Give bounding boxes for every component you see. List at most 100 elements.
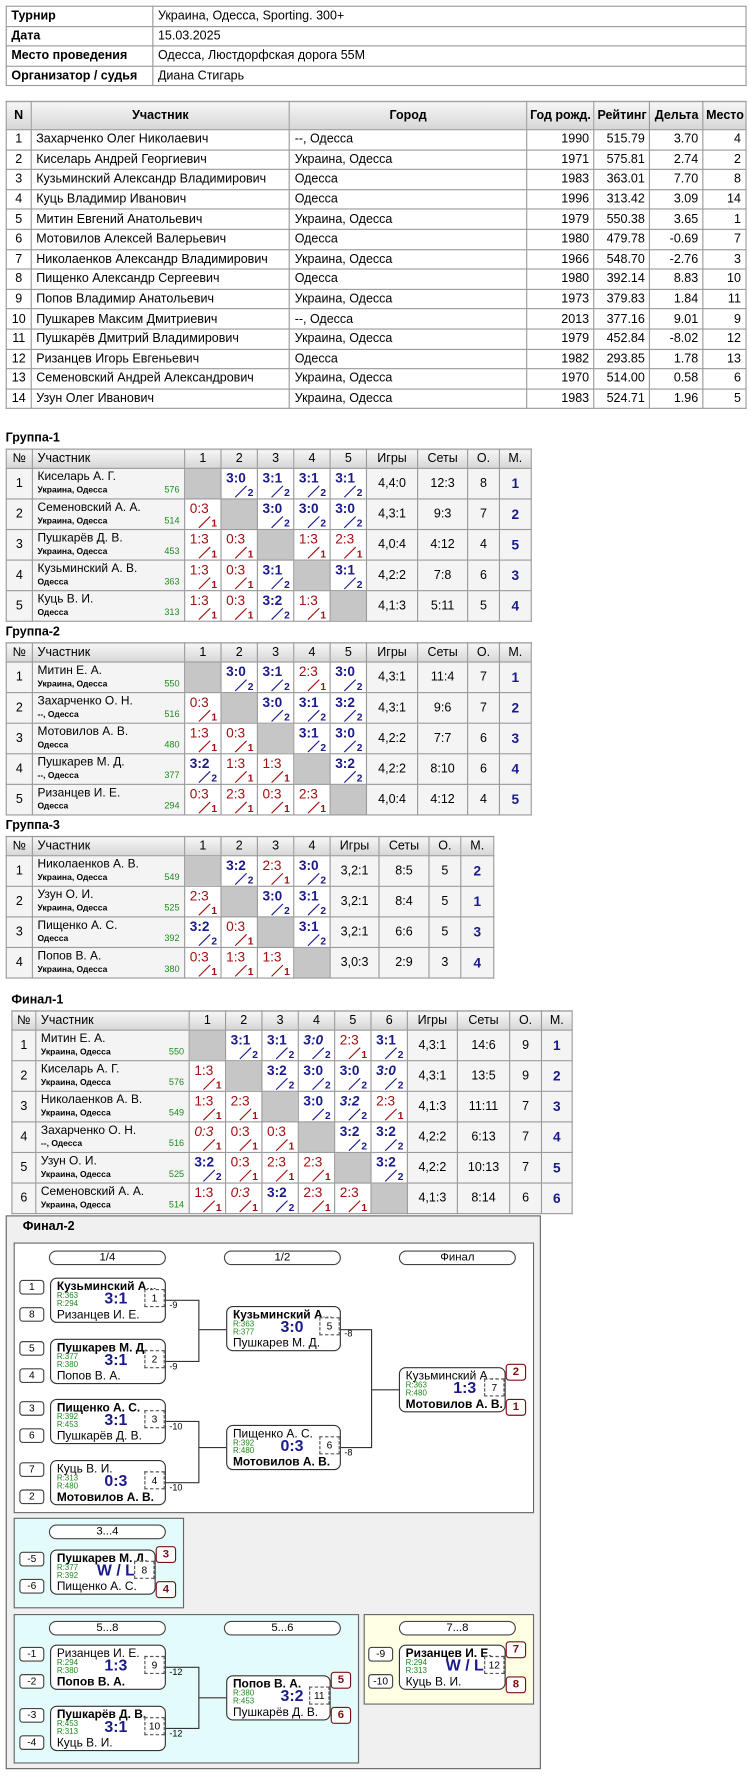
column-header: № bbox=[5, 642, 33, 663]
participant-rating: 576 bbox=[168, 1077, 185, 1088]
round-label: 5...8 bbox=[48, 1620, 166, 1636]
player-2: Куць В. И. bbox=[56, 1736, 113, 1750]
result-points: 2 bbox=[397, 1171, 404, 1183]
player-cell: 3 bbox=[702, 248, 747, 270]
column-header: 2 bbox=[220, 835, 258, 857]
result-box: 1:3 1 bbox=[190, 1092, 224, 1121]
result-score: 3:0 bbox=[339, 1062, 360, 1079]
total-cell: 11:4 bbox=[417, 661, 469, 694]
player-1: Куць В. И. bbox=[56, 1462, 113, 1476]
result-box: 3:2 2 bbox=[259, 592, 293, 620]
participant-name: Куць В. И. bbox=[37, 592, 94, 606]
result-points: 1 bbox=[320, 803, 327, 815]
total-cell: 4,2:2 bbox=[406, 1121, 458, 1154]
player-cell: Семеновский Андрей Александрович bbox=[30, 368, 291, 390]
result-points: 2 bbox=[324, 1109, 331, 1122]
result-box: 3:1 2 bbox=[263, 1031, 297, 1060]
result-box: 3:0 2 bbox=[331, 663, 365, 692]
round-label: Финал bbox=[398, 1250, 516, 1266]
rating-1: R:363 bbox=[232, 1320, 255, 1329]
result-box: 0:3 1 bbox=[222, 724, 256, 753]
result-score: 2:3 bbox=[230, 1093, 250, 1109]
total-cell: 1 bbox=[460, 885, 495, 918]
total-cell: 4,2:2 bbox=[365, 722, 419, 755]
info-value: Одесса, Люстдорфская дорога 55М bbox=[152, 45, 747, 67]
result-score: 0:3 bbox=[267, 1123, 287, 1140]
result-score: 0:3 bbox=[189, 500, 209, 517]
player-cell: 1.78 bbox=[649, 348, 704, 370]
participant-name: Семеновский А. А. bbox=[37, 500, 141, 515]
result-cell: 0:3 1 bbox=[184, 692, 222, 724]
player-cell: 10 bbox=[702, 268, 747, 290]
participant: Семеновский А. А. Украина, Одесса 514 bbox=[31, 498, 186, 531]
result-points: 1 bbox=[211, 904, 218, 917]
result-cell: 2:3 1 bbox=[334, 1029, 372, 1062]
loser-next: -8 bbox=[344, 1447, 353, 1458]
diagonal-cell bbox=[256, 916, 295, 949]
total-cell: 5 bbox=[428, 885, 462, 918]
participant-name: Пушкарев М. Д. bbox=[37, 755, 125, 770]
column-header: О. bbox=[467, 642, 500, 663]
total-cell: 4,4:0 bbox=[365, 467, 419, 500]
result-points: 1 bbox=[247, 803, 254, 815]
result-box: 1:3 1 bbox=[222, 949, 256, 977]
match-number: 2 bbox=[144, 1350, 165, 1369]
player-cell: Украина, Одесса bbox=[289, 328, 528, 350]
total-cell: 2 bbox=[498, 692, 532, 724]
result-cell: 1:3 1 bbox=[184, 590, 222, 622]
total-cell: 5 bbox=[498, 528, 532, 561]
diagonal-cell bbox=[293, 559, 331, 592]
result-score: 3:0 bbox=[262, 887, 283, 904]
result-slash bbox=[307, 709, 320, 722]
participant-sub: Украина, Одесса 525 bbox=[41, 1168, 184, 1180]
round-label: 3...4 bbox=[48, 1524, 166, 1540]
rating-2: R:480 bbox=[232, 1447, 255, 1456]
total-cell: 3 bbox=[460, 916, 495, 949]
result-slash bbox=[312, 1200, 325, 1213]
total-cell: 4,3:1 bbox=[365, 692, 419, 724]
participant-name: Киселарь А. Г. bbox=[37, 470, 116, 484]
player-cell: Пищенко Александр Сергеевич bbox=[30, 268, 291, 290]
final2-title: Финал-2 bbox=[22, 1219, 75, 1234]
match-box: Пушкарев М. Д. R:377 R:380 Попов В. А. 3:1 2 bbox=[49, 1338, 166, 1385]
group-row: 5 Узун О. И. Украина, Одесса 525 3:2 2 0:3 1 2:3… bbox=[11, 1151, 573, 1184]
result-slash bbox=[198, 577, 211, 590]
participant-rating: 480 bbox=[164, 739, 180, 750]
result-points: 2 bbox=[324, 1079, 331, 1091]
column-header: О. bbox=[428, 835, 462, 857]
match-score: 3:1 bbox=[104, 1350, 128, 1369]
column-header: 5 bbox=[329, 448, 368, 469]
participant-name: Пищенко А. С. bbox=[37, 918, 118, 933]
info-value: Диана Стигарь bbox=[152, 65, 747, 87]
header-row: № Участник 1 2 3 4 5 Игры Сеты О. М. bbox=[5, 448, 532, 469]
participant-city: Украина, Одесса bbox=[37, 872, 108, 883]
column-header: Год рожд. bbox=[526, 100, 595, 131]
group-row: 2 Захарченко О. Н. --, Одесса 516 0:3 1 3:0 2 3:… bbox=[5, 692, 532, 724]
row-number: 5 bbox=[5, 783, 33, 816]
result-cell: 2:3 1 bbox=[370, 1090, 408, 1123]
player-cell: 5 bbox=[702, 388, 747, 410]
participant: Киселарь А. Г. Украина, Одесса 576 bbox=[35, 1060, 190, 1092]
result-box: 3:0 2 bbox=[295, 857, 329, 885]
participant-name: Киселарь А. Г. bbox=[40, 1062, 120, 1077]
row-number: 4 bbox=[5, 753, 33, 785]
result-score: 0:3 bbox=[226, 918, 246, 935]
result-score: 3:2 bbox=[267, 1062, 287, 1079]
result-cell: 1:3 1 bbox=[188, 1060, 227, 1092]
match-box: Пушкарев М. Д. R:377 R:392 Пищенко А. С. W /… bbox=[49, 1549, 156, 1595]
total-cell: 8:4 bbox=[378, 885, 430, 918]
result-points: 2 bbox=[356, 487, 363, 499]
participant: Пищенко А. С. Одесса 392 bbox=[31, 916, 186, 949]
result-cell: 3:1 2 bbox=[293, 467, 331, 500]
result-score: 3:1 bbox=[298, 470, 319, 486]
result-cell: 3:0 2 bbox=[297, 1060, 336, 1092]
result-cell: 3:0 2 bbox=[256, 498, 295, 531]
row-number: 6 bbox=[11, 1182, 37, 1215]
result-points: 2 bbox=[284, 517, 290, 529]
loser-next: -12 bbox=[169, 1667, 183, 1678]
total-cell: 7 bbox=[467, 661, 500, 694]
result-box: 3:0 2 bbox=[331, 724, 365, 753]
participant-city: Украина, Одесса bbox=[37, 484, 108, 495]
result-score: 2:3 bbox=[262, 857, 282, 874]
